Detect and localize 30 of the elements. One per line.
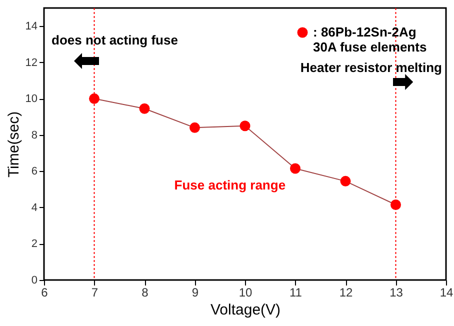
y-tick-label: 4 <box>31 202 38 214</box>
y-tick-label: 14 <box>25 20 38 33</box>
x-tick-label: 12 <box>339 286 353 300</box>
y-tick-label: 10 <box>25 93 38 106</box>
y-tick-label: 12 <box>25 56 38 69</box>
point <box>390 200 401 210</box>
y-tick-label: 0 <box>31 274 38 286</box>
y-axis-title: Time(sec) <box>5 111 22 178</box>
x-axis-title: Voltage(V) <box>210 302 281 318</box>
x-tick-label: 8 <box>142 286 149 300</box>
x-tick-label: 11 <box>290 286 302 300</box>
point <box>290 163 300 174</box>
point <box>340 176 351 186</box>
x-tick-label: 6 <box>41 286 48 300</box>
legend-label: : 86Pb-12Sn-2Ag 30A fuse elements <box>313 24 427 54</box>
point <box>240 120 250 132</box>
x-tick-label: 7 <box>91 286 98 300</box>
y-tick-label: 8 <box>31 129 38 142</box>
point <box>190 122 200 133</box>
point <box>139 103 150 114</box>
annotation: Fuse acting range <box>174 178 286 193</box>
x-tick-label: 13 <box>390 286 404 300</box>
x-tick-label: 9 <box>192 286 199 300</box>
annotation: Heater resistor melting <box>300 60 442 75</box>
y-tick-label: 2 <box>31 238 38 250</box>
x-tick-label: 14 <box>440 286 454 300</box>
y-tick-label: 6 <box>31 166 38 178</box>
annotation: does not acting fuse <box>52 32 178 48</box>
x-tick-label: 10 <box>238 286 252 300</box>
point <box>89 93 100 104</box>
